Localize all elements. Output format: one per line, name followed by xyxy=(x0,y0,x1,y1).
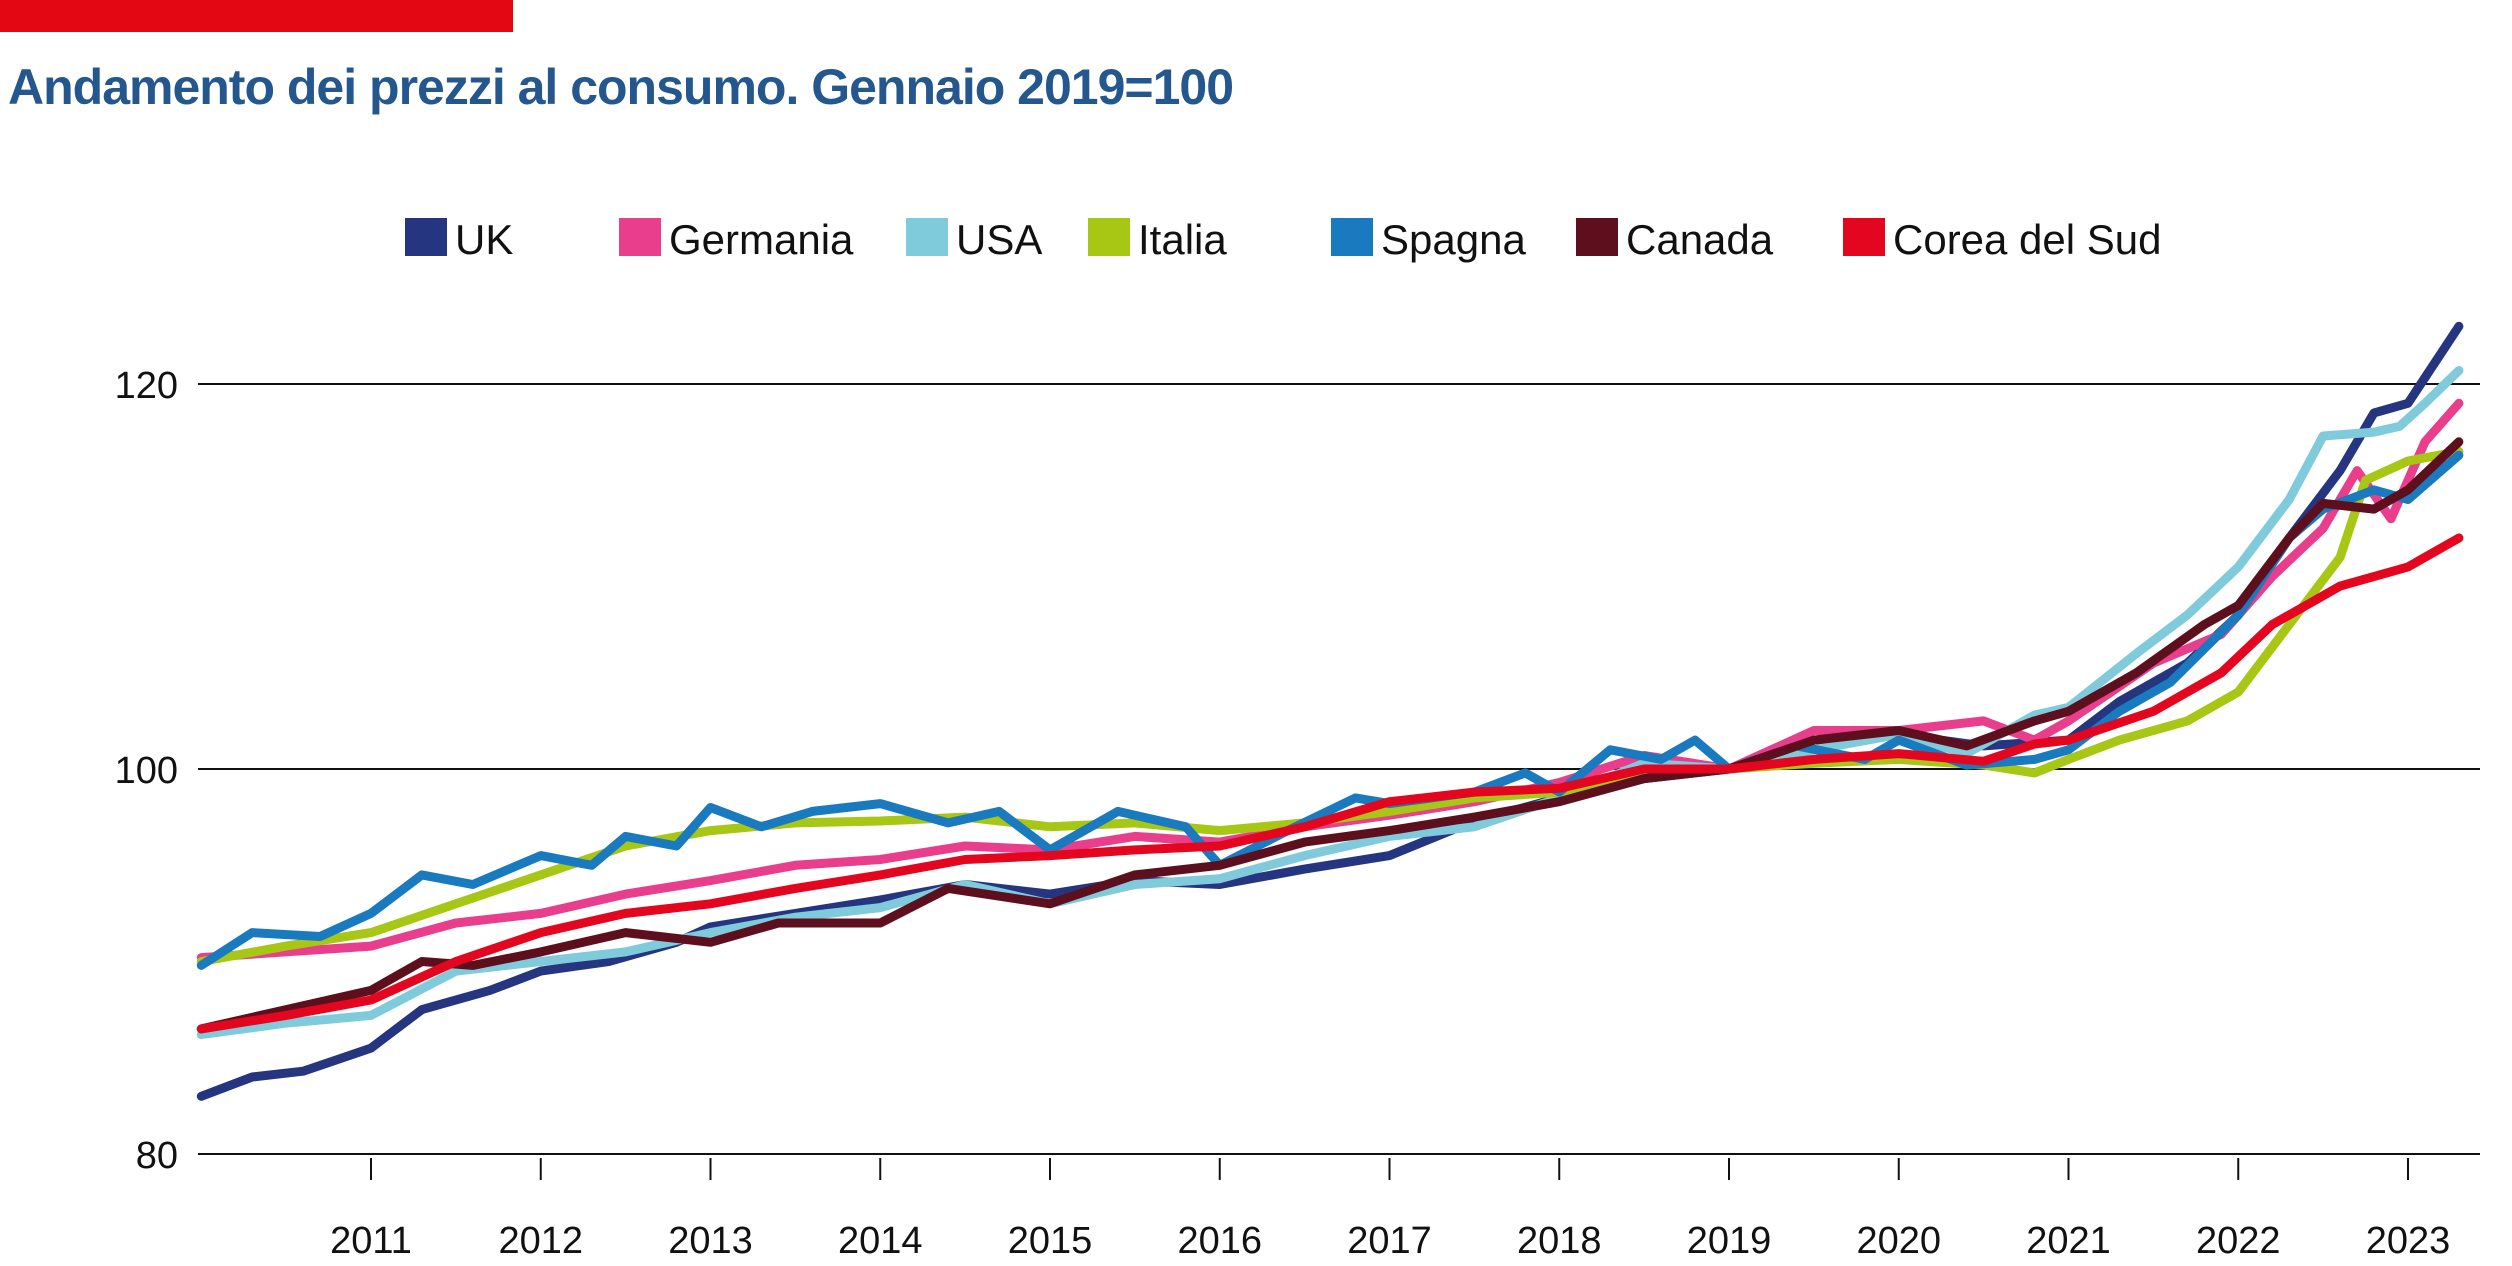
gridlines xyxy=(198,383,2480,1155)
x-tick-label: 2015 xyxy=(1008,1220,1093,1262)
legend-item-corea-del-sud: Corea del Sud xyxy=(1843,216,2162,263)
legend-swatch xyxy=(1331,218,1373,256)
series-line-spagna xyxy=(196,450,2464,970)
x-tick-label: 2017 xyxy=(1347,1220,1432,1262)
x-tick-label: 2022 xyxy=(2196,1220,2281,1262)
y-tick-label: 80 xyxy=(136,1135,178,1177)
accent-bar xyxy=(0,0,513,32)
x-tick-label: 2020 xyxy=(1856,1220,1941,1262)
legend-label: Canada xyxy=(1626,216,1774,263)
x-tick-label: 2014 xyxy=(838,1220,923,1262)
x-tick-label: 2021 xyxy=(2026,1220,2111,1262)
legend-swatch xyxy=(619,218,661,256)
legend-swatch xyxy=(405,218,447,256)
x-tick-label: 2012 xyxy=(498,1220,583,1262)
legend-label: Spagna xyxy=(1381,216,1526,263)
legend-item-usa: USA xyxy=(906,216,1042,263)
legend-label: Italia xyxy=(1138,216,1227,263)
y-tick-label: 100 xyxy=(115,750,178,792)
legend-item-italia: Italia xyxy=(1088,216,1227,263)
x-tick-label: 2019 xyxy=(1687,1220,1772,1262)
legend-item-uk: UK xyxy=(405,216,513,263)
series-line-canada xyxy=(196,437,2464,1034)
legend-label: UK xyxy=(455,216,513,263)
legend-swatch xyxy=(1843,218,1885,256)
legend-label: Germania xyxy=(669,216,854,263)
chart-title: Andamento dei prezzi al consumo. Gennaio… xyxy=(8,59,1234,115)
y-tick-label: 120 xyxy=(115,365,178,407)
legend-swatch xyxy=(1088,218,1130,256)
legend-item-spagna: Spagna xyxy=(1331,216,1526,263)
legend-swatch xyxy=(906,218,948,256)
legend-item-canada: Canada xyxy=(1576,216,1774,263)
series-line-germania xyxy=(196,398,2464,963)
axes: 80 100 120 2011 2012 2013 2014 2015 2016 2017 2018… xyxy=(115,365,2451,1262)
series-line-corea-del-sud xyxy=(196,533,2464,1034)
x-tick-label: 2011 xyxy=(330,1220,412,1262)
legend-label: Corea del Sud xyxy=(1893,216,2162,263)
legend-swatch xyxy=(1576,218,1618,256)
x-tick-label: 2018 xyxy=(1517,1220,1602,1262)
x-tick-label: 2013 xyxy=(668,1220,753,1262)
legend: UK Germania USA Italia Spagna Canada Corea del… xyxy=(405,216,2162,263)
x-tick-label: 2023 xyxy=(2366,1220,2451,1262)
series-lines xyxy=(196,321,2464,1101)
x-tick-label: 2016 xyxy=(1177,1220,1262,1262)
legend-label: USA xyxy=(956,216,1042,263)
legend-item-germania: Germania xyxy=(619,216,854,263)
